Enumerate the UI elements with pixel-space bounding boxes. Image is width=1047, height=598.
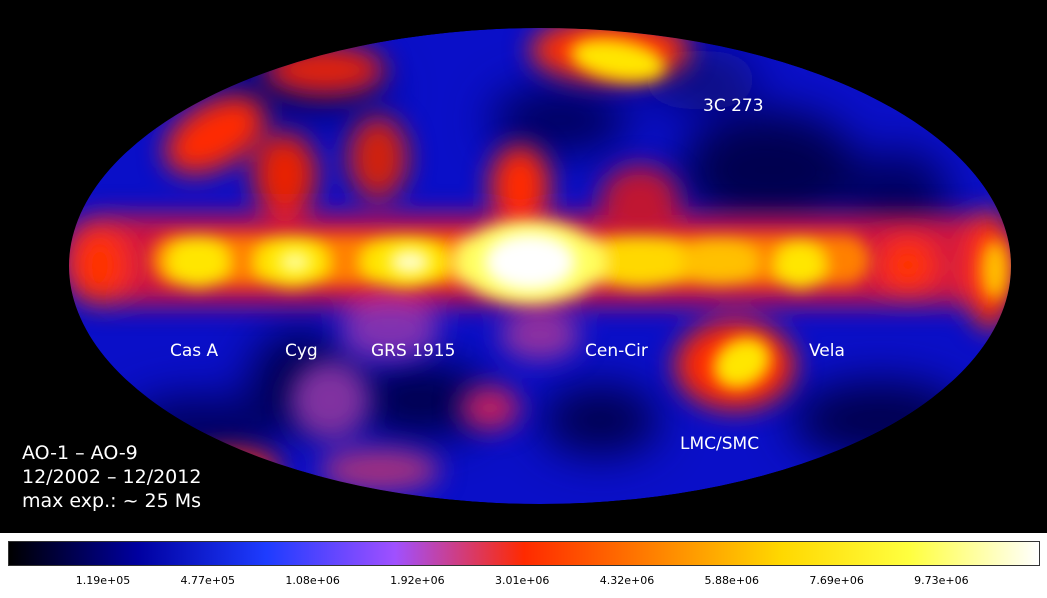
colorbar-tick-label: 4.32e+06 (599, 574, 655, 587)
source-label-cen-cir: Cen-Cir (585, 341, 648, 361)
sky-projection (69, 28, 1011, 504)
colorbar (8, 541, 1040, 566)
source-label-cas-a: Cas A (170, 341, 219, 361)
source-label-lmc-smc: LMC/SMC (680, 434, 760, 454)
source-label-vela: Vela (809, 341, 845, 361)
source-label-grs1915: GRS 1915 (371, 341, 456, 361)
source-label-cyg: Cyg (285, 341, 318, 361)
colorbar-tick-labels: 1.19e+05 4.77e+05 1.08e+06 1.92e+06 3.01e+06… (8, 574, 1040, 594)
source-label-3c273: 3C 273 (703, 96, 764, 116)
colorbar-tick-label: 9.73e+06 (914, 574, 969, 587)
colorbar-tick-label: 3.01e+06 (494, 574, 550, 587)
observation-info: AO-1 – AO-9 12/2002 – 12/2012 max exp.: … (22, 441, 201, 513)
colorbar-tick-label: 1.08e+06 (285, 574, 340, 587)
colorbar-tick-label: 5.88e+06 (704, 574, 760, 587)
colorbar-tick-label: 1.19e+05 (75, 574, 131, 587)
exposure-map-panel: 3C 273 Cas A Cyg GRS 1915 Cen-Cir Vela L… (0, 0, 1047, 533)
info-period-dates: 12/2002 – 12/2012 (22, 466, 202, 488)
info-max-exposure: max exp.: ~ 25 Ms (22, 490, 202, 512)
peak-exposure-core (279, 234, 575, 290)
colorbar-tick-label: 7.69e+06 (809, 574, 864, 587)
exposure-map (69, 28, 1011, 504)
colorbar-tick-label: 4.77e+05 (180, 574, 236, 587)
colorbar-tick-label: 1.92e+06 (390, 574, 445, 587)
info-period-ao: AO-1 – AO-9 (22, 442, 138, 464)
